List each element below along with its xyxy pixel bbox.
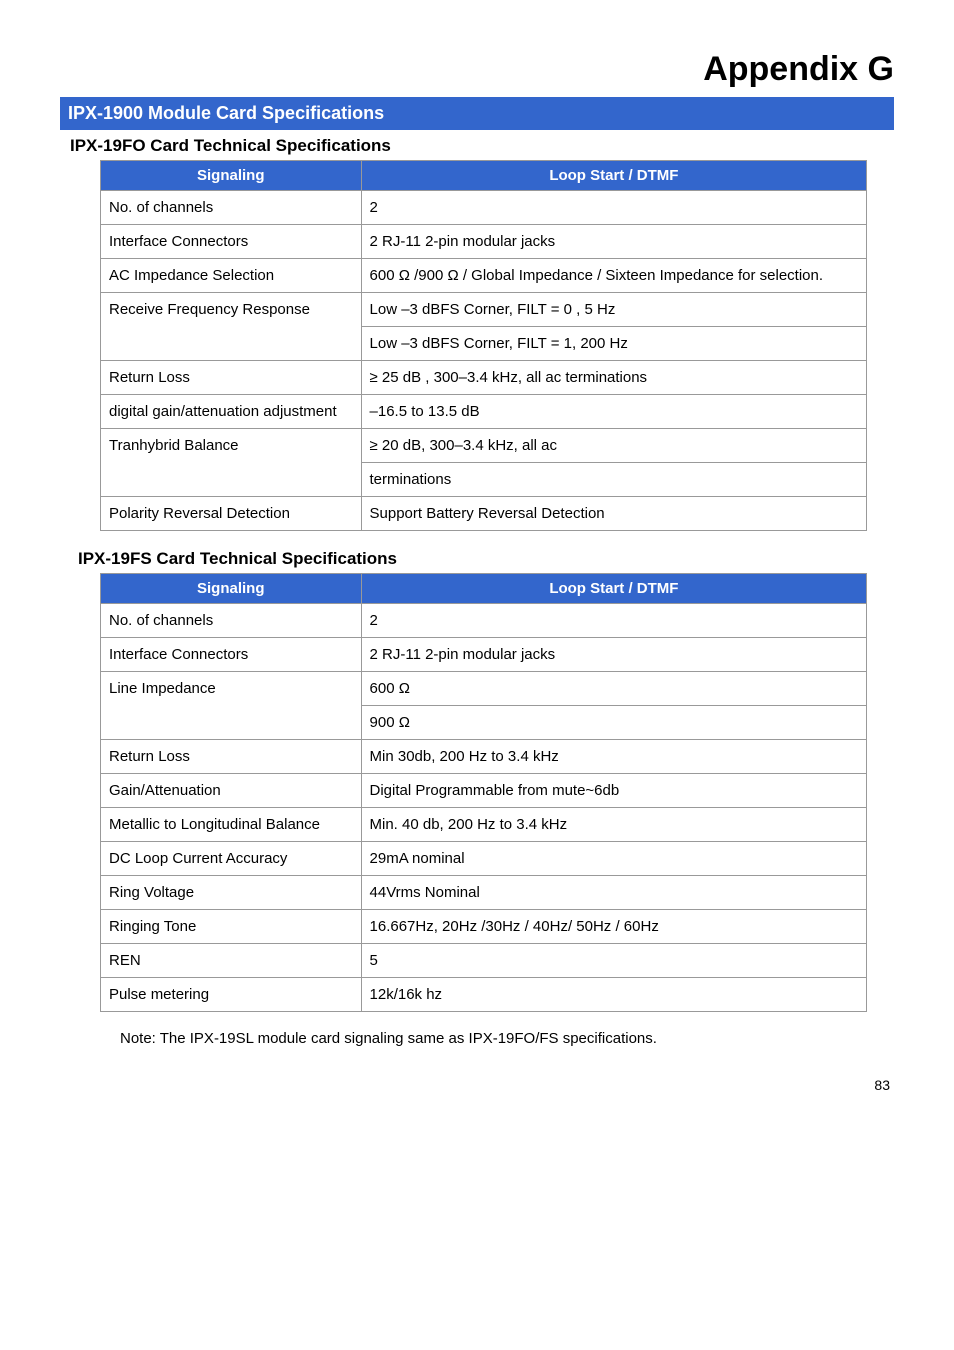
fo-tranhy-line1: ≥ 20 dB, 300–3.4 kHz, all ac — [361, 429, 867, 463]
fs-gain-label: Gain/Attenuation — [101, 774, 362, 808]
fo-recvfreq-line1: Low –3 dBFS Corner, FILT = 0 , 5 Hz — [361, 293, 867, 327]
fo-header-col2: Loop Start / DTMF — [361, 161, 867, 191]
fo-gain-value: –16.5 to 13.5 dB — [361, 395, 867, 429]
table-header-row: Signaling Loop Start / DTMF — [101, 161, 867, 191]
fo-return-label: Return Loss — [101, 361, 362, 395]
fo-imped-value: 600 Ω /900 Ω / Global Impedance / Sixtee… — [361, 259, 867, 293]
fs-dcloop-value: 29mA nominal — [361, 842, 867, 876]
fs-dcloop-label: DC Loop Current Accuracy — [101, 842, 362, 876]
fo-recvfreq-label: Receive Frequency Response — [101, 293, 362, 361]
table-row: No. of channels 2 — [101, 191, 867, 225]
fo-tranhy-line2: terminations — [361, 463, 867, 497]
fs-ringv-value: 44Vrms Nominal — [361, 876, 867, 910]
table-row: Metallic to Longitudinal Balance Min. 40… — [101, 808, 867, 842]
fs-return-label: Return Loss — [101, 740, 362, 774]
fs-return-value: Min 30db, 200 Hz to 3.4 kHz — [361, 740, 867, 774]
appendix-title: Appendix G — [60, 50, 894, 89]
fs-ren-label: REN — [101, 944, 362, 978]
fs-ringv-label: Ring Voltage — [101, 876, 362, 910]
fo-tranhy-label: Tranhybrid Balance — [101, 429, 362, 497]
fs-lineimp-label: Line Impedance — [101, 672, 362, 740]
fo-polarity-value: Support Battery Reversal Detection — [361, 497, 867, 531]
fs-lineimp-line2: 900 Ω — [361, 706, 867, 740]
table-row: Line Impedance 600 Ω — [101, 672, 867, 706]
table-row: Receive Frequency Response Low –3 dBFS C… — [101, 293, 867, 327]
fo-connectors-label: Interface Connectors — [101, 225, 362, 259]
table-row: digital gain/attenuation adjustment –16.… — [101, 395, 867, 429]
fs-channels-label: No. of channels — [101, 604, 362, 638]
section-bar: IPX-1900 Module Card Specifications — [60, 97, 894, 130]
fs-ren-value: 5 — [361, 944, 867, 978]
fo-header-col1: Signaling — [101, 161, 362, 191]
table-row: Pulse metering 12k/16k hz — [101, 978, 867, 1012]
table-row: AC Impedance Selection 600 Ω /900 Ω / Gl… — [101, 259, 867, 293]
fo-connectors-value: 2 RJ-11 2-pin modular jacks — [361, 225, 867, 259]
table-row: Ringing Tone 16.667Hz, 20Hz /30Hz / 40Hz… — [101, 910, 867, 944]
page-number: 83 — [60, 1077, 894, 1093]
fs-header-col1: Signaling — [101, 574, 362, 604]
fs-mlbal-label: Metallic to Longitudinal Balance — [101, 808, 362, 842]
table-row: Return Loss ≥ 25 dB , 300–3.4 kHz, all a… — [101, 361, 867, 395]
fo-channels-value: 2 — [361, 191, 867, 225]
fs-table: Signaling Loop Start / DTMF No. of chann… — [100, 573, 867, 1012]
fo-return-value: ≥ 25 dB , 300–3.4 kHz, all ac terminatio… — [361, 361, 867, 395]
table-row: Tranhybrid Balance ≥ 20 dB, 300–3.4 kHz,… — [101, 429, 867, 463]
fo-recvfreq-line2: Low –3 dBFS Corner, FILT = 1, 200 Hz — [361, 327, 867, 361]
table-row: No. of channels 2 — [101, 604, 867, 638]
fs-heading: IPX-19FS Card Technical Specifications — [60, 549, 894, 569]
table-row: Return Loss Min 30db, 200 Hz to 3.4 kHz — [101, 740, 867, 774]
table-row: Ring Voltage 44Vrms Nominal — [101, 876, 867, 910]
fo-table: Signaling Loop Start / DTMF No. of chann… — [100, 160, 867, 531]
fs-header-col2: Loop Start / DTMF — [361, 574, 867, 604]
fs-connectors-value: 2 RJ-11 2-pin modular jacks — [361, 638, 867, 672]
fs-pulse-value: 12k/16k hz — [361, 978, 867, 1012]
table-row: Interface Connectors 2 RJ-11 2-pin modul… — [101, 225, 867, 259]
table-row: REN 5 — [101, 944, 867, 978]
table-row: Gain/Attenuation Digital Programmable fr… — [101, 774, 867, 808]
fs-mlbal-value: Min. 40 db, 200 Hz to 3.4 kHz — [361, 808, 867, 842]
fo-gain-label: digital gain/attenuation adjustment — [101, 395, 362, 429]
fo-polarity-label: Polarity Reversal Detection — [101, 497, 362, 531]
table-row: Interface Connectors 2 RJ-11 2-pin modul… — [101, 638, 867, 672]
fo-heading: IPX-19FO Card Technical Specifications — [60, 136, 894, 156]
fs-gain-value: Digital Programmable from mute~6db — [361, 774, 867, 808]
table-row: DC Loop Current Accuracy 29mA nominal — [101, 842, 867, 876]
table-header-row: Signaling Loop Start / DTMF — [101, 574, 867, 604]
note-text: Note: The IPX-19SL module card signaling… — [120, 1030, 894, 1047]
fs-lineimp-line1: 600 Ω — [361, 672, 867, 706]
fo-imped-label: AC Impedance Selection — [101, 259, 362, 293]
fs-channels-value: 2 — [361, 604, 867, 638]
fs-connectors-label: Interface Connectors — [101, 638, 362, 672]
fs-ringt-label: Ringing Tone — [101, 910, 362, 944]
fs-ringt-value: 16.667Hz, 20Hz /30Hz / 40Hz/ 50Hz / 60Hz — [361, 910, 867, 944]
table-row: Polarity Reversal Detection Support Batt… — [101, 497, 867, 531]
fo-channels-label: No. of channels — [101, 191, 362, 225]
fs-pulse-label: Pulse metering — [101, 978, 362, 1012]
